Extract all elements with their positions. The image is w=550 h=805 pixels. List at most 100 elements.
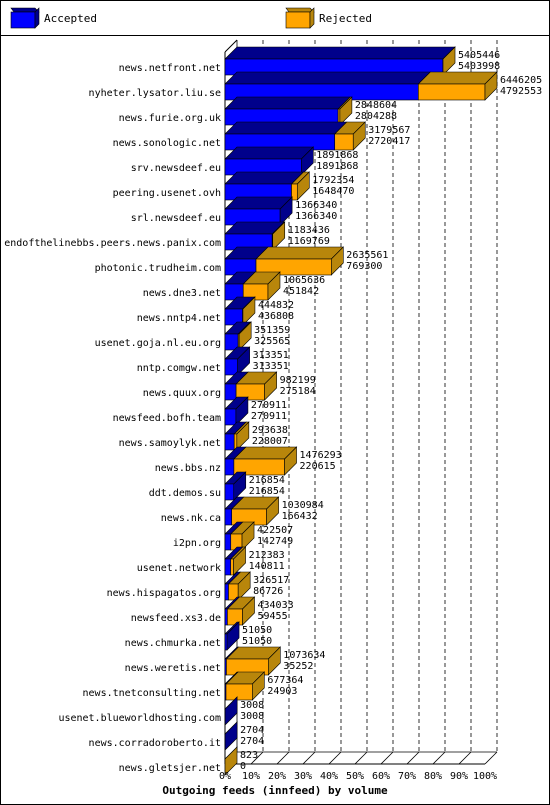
bar-accepted [224,483,235,501]
value-label-accepted: 5403998 [458,61,500,72]
bar-accepted [224,608,228,626]
category-label: news.weretis.net [125,663,221,674]
legend-swatch-rejected [285,7,315,29]
bar-side [301,146,314,176]
category-label: nntp.comgw.net [137,363,221,374]
value-label-total: 434033 [258,600,294,611]
value-label-accepted: 166432 [282,511,318,522]
value-label-total: 1476293 [300,450,342,461]
value-label-total: 212383 [249,550,285,561]
bar-row: endofthelinebbs.peers.news.panix.com 1183… [4,221,330,251]
floor-tick [328,751,342,765]
bar-side [272,221,286,251]
category-label: news.hispagatos.org [107,588,221,599]
category-label: news.samoylyk.net [119,438,221,449]
bar-rejected [230,558,234,576]
bar-accepted [224,583,229,601]
legend-swatch-accepted [10,7,40,29]
bar-side [237,346,250,376]
bar-side [252,671,265,701]
value-label-accepted: 4792553 [500,86,542,97]
value-label-accepted: 325565 [254,336,290,347]
value-label-accepted: 228007 [252,436,288,447]
floor-tick [380,751,394,765]
value-label-accepted: 1648470 [312,186,354,197]
value-label-total: 444832 [258,300,294,311]
value-label-total: 1073634 [283,650,325,661]
value-label-total: 1030984 [282,500,324,511]
value-label-total: 351359 [254,325,290,336]
x-tick-label: 100% [473,771,497,782]
bar-accepted [224,383,237,401]
value-label-accepted: 24903 [267,686,297,697]
category-label: news.nntp4.net [137,313,221,324]
bar-side [268,646,281,676]
category-label: photonic.trudheim.com [95,263,221,274]
bar-side [339,96,353,126]
value-label-accepted: 1891868 [316,161,358,172]
floor-tick [276,751,290,765]
bar-side [238,321,252,351]
bar-side [296,171,310,201]
value-label-total: 313351 [253,350,289,361]
value-label-total: 2635561 [346,250,388,261]
value-label-accepted: 769300 [346,261,382,272]
bar-accepted-top [224,171,305,185]
value-label-accepted: 270911 [251,411,287,422]
x-tick-label: 10% [242,771,260,782]
bar-side [352,121,366,151]
category-label: news.furie.org.uk [119,113,221,124]
value-label-total: 2848604 [355,100,397,111]
x-tick-label: 0% [219,771,231,782]
value-label-accepted: 59455 [258,611,288,622]
value-label-accepted: 1169769 [288,236,330,247]
category-label: srv.newsdeef.eu [131,163,221,174]
category-label: news.corradoroberto.it [89,738,221,749]
value-label-accepted: 451842 [283,286,319,297]
value-label-total: 3008 [240,700,264,711]
category-label: news.nk.ca [161,513,221,524]
bar-chart: news.netfront.net54054465403998nyheter.l… [4,39,542,797]
bar-accepted-top [224,146,315,160]
bar-accepted-top [224,96,351,110]
bar-side [266,496,279,526]
category-label: usenet.network [137,563,221,574]
bar-rejected [334,133,354,151]
value-label-total: 677364 [267,675,303,686]
bar-side [331,246,344,276]
value-label-total: 293638 [252,425,288,436]
bar-accepted [224,533,232,551]
floor-tick [432,751,446,765]
x-tick-label: 60% [372,771,390,782]
value-label-accepted: 220615 [300,461,336,472]
x-tick-label: 90% [450,771,468,782]
category-label: ddt.demos.su [149,488,221,499]
floor-tick [354,751,368,765]
value-label-total: 270911 [251,400,287,411]
legend: Accepted Rejected [0,0,550,36]
x-tick-label: 70% [398,771,416,782]
bar-accepted [224,458,235,476]
category-label: news.tnetconsulting.net [83,688,221,699]
x-tick-label: 50% [346,771,364,782]
floor-tick [250,751,264,765]
bar-accepted [224,508,233,526]
bar-side [236,421,250,451]
bar-side [233,471,247,501]
legend-label-rejected: Rejected [319,12,372,25]
value-label-accepted: 51050 [242,636,272,647]
value-label-accepted: 275184 [280,386,316,397]
